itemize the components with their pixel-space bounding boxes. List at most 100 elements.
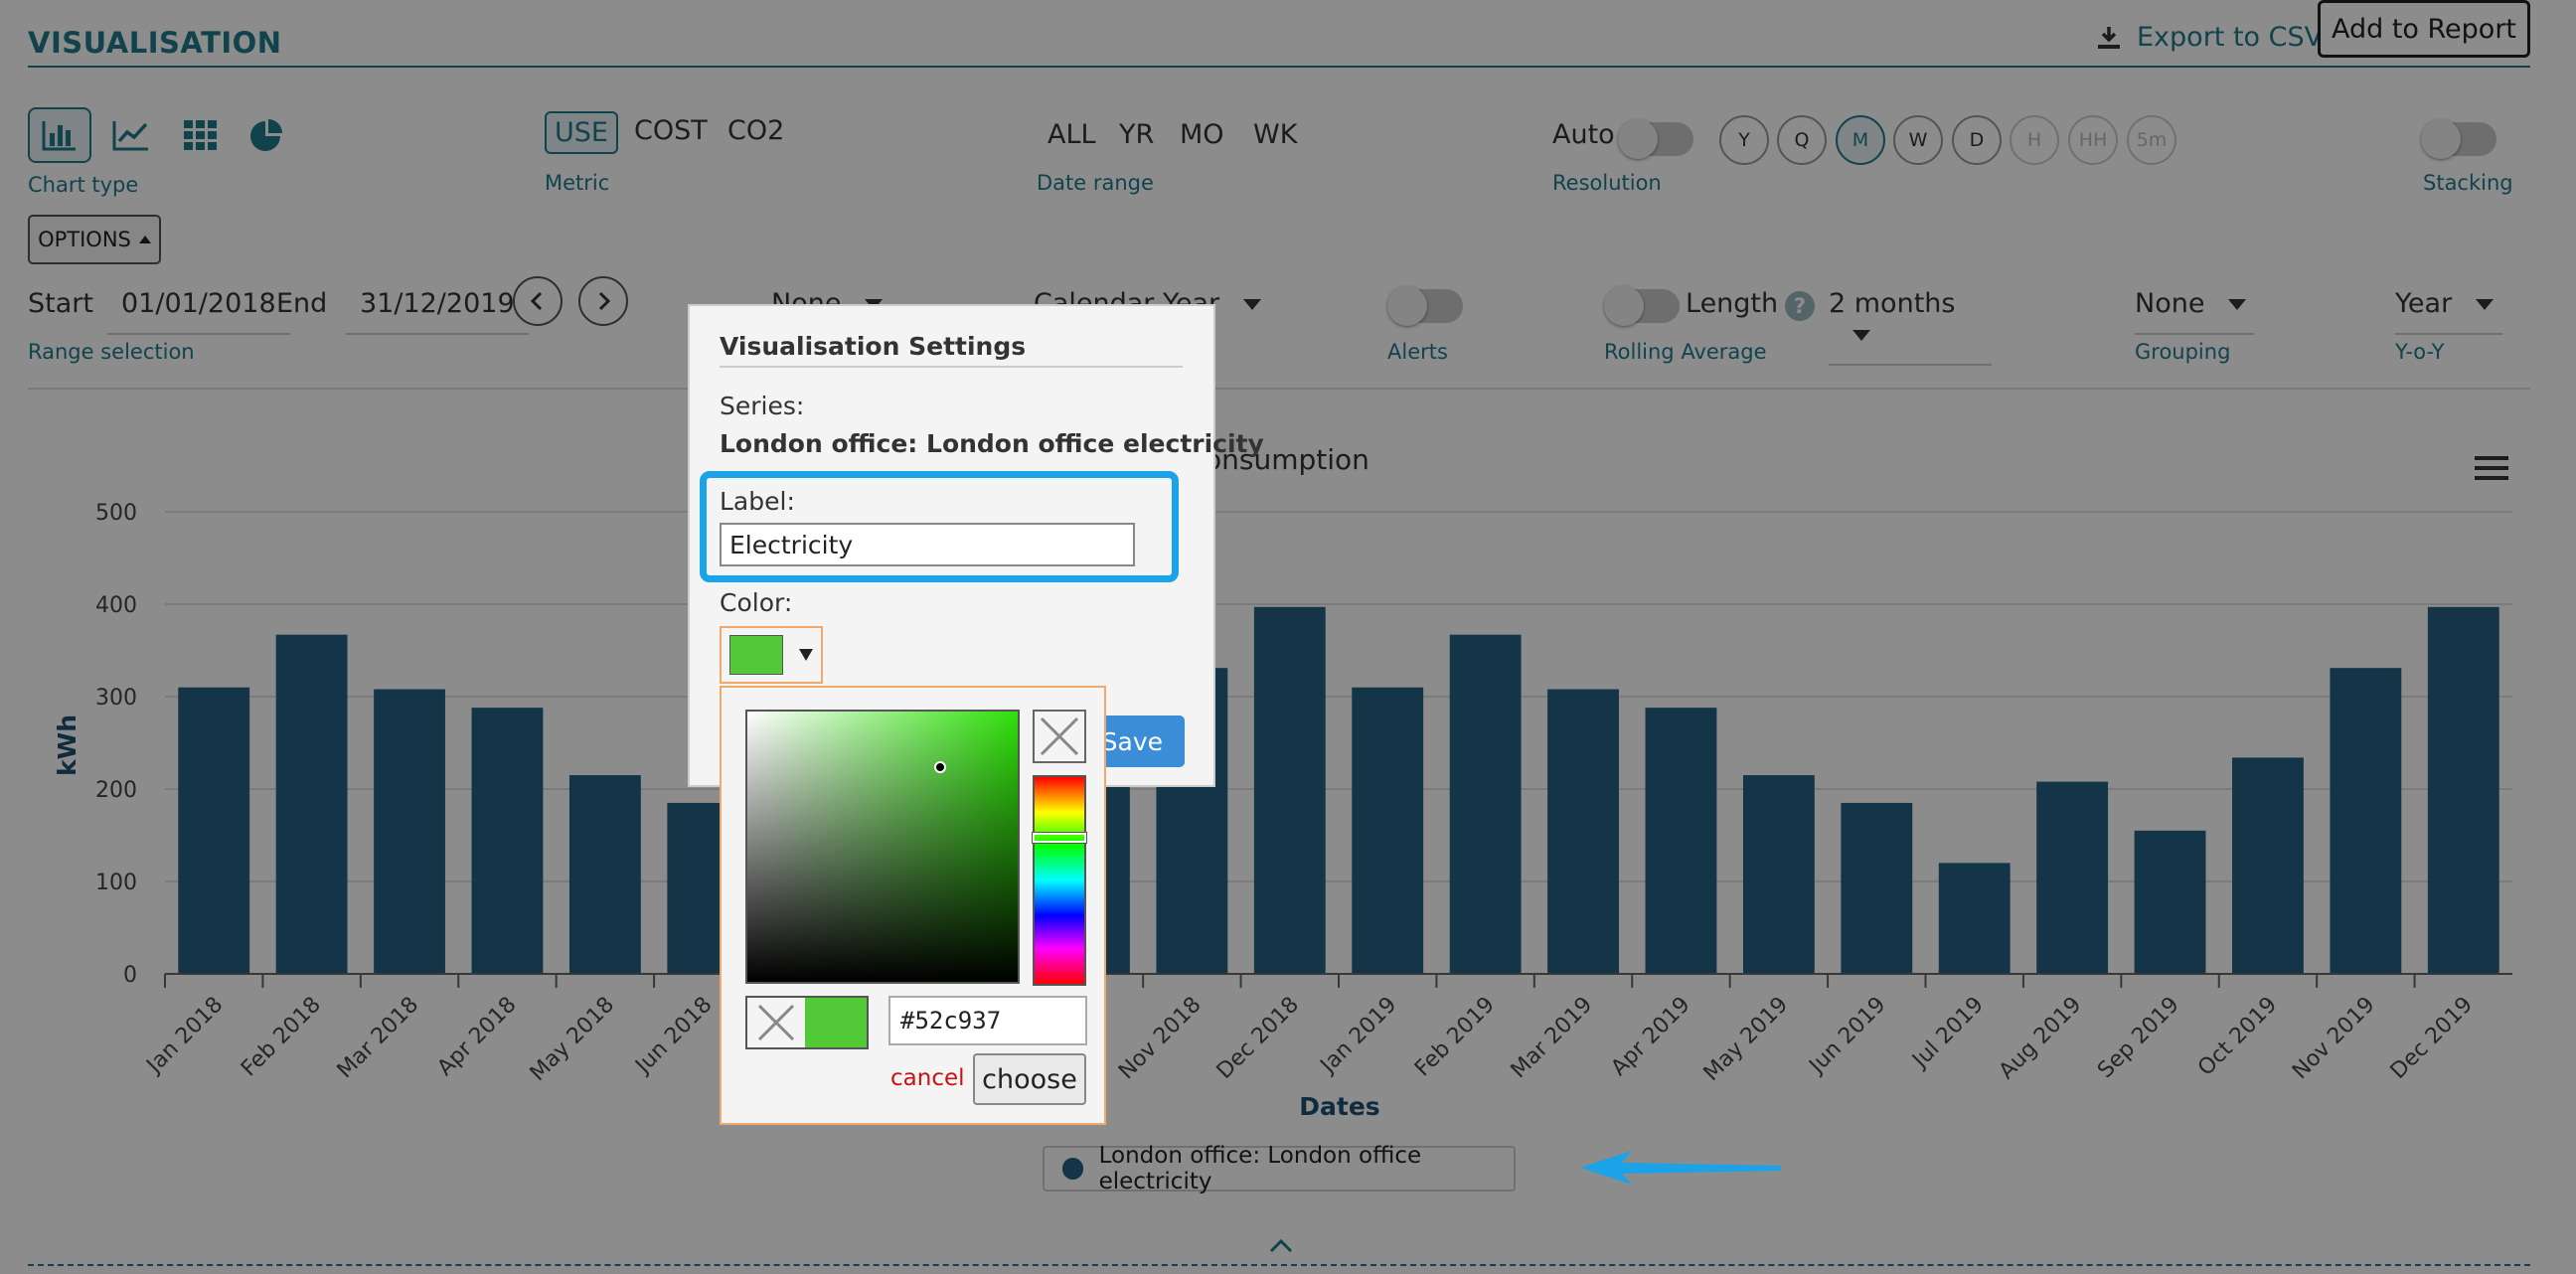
alerts-toggle[interactable] [1387, 286, 1463, 326]
bar[interactable] [374, 689, 445, 974]
metric-co2-button[interactable]: CO2 [727, 115, 785, 146]
color-picker-button[interactable] [720, 626, 823, 684]
caret-down-icon [2228, 299, 2247, 310]
toggle-knob [1387, 286, 1427, 326]
yoy-label: Y-o-Y [2395, 340, 2445, 364]
rolling-length-dropdown[interactable]: 2 months [1829, 288, 1992, 366]
export-csv-label: Export to CSV [2137, 22, 2324, 53]
bar[interactable] [1742, 775, 1815, 974]
color-cursor[interactable] [934, 761, 946, 773]
collapse-chevron-icon[interactable] [1268, 1238, 1294, 1254]
hex-color-input[interactable] [888, 996, 1087, 1045]
end-date-input[interactable]: 31/12/2019 [346, 288, 529, 335]
bar[interactable] [1841, 802, 1913, 974]
series-value: London office: London office electricity [720, 429, 1264, 458]
date-range-wk-button[interactable]: WK [1253, 119, 1298, 150]
resolution-m-button[interactable]: M [1836, 115, 1885, 165]
color-swatch [729, 635, 783, 675]
bar[interactable] [1645, 708, 1717, 974]
start-date-input[interactable]: 01/01/2018 [107, 288, 290, 335]
line-chart-icon [112, 121, 148, 151]
color-picker-popup: cancel choose [720, 686, 1106, 1125]
pie-chart-type-button[interactable] [235, 107, 298, 163]
yoy-dropdown[interactable]: Year [2395, 288, 2502, 335]
bar[interactable] [2036, 781, 2109, 974]
date-range-all-button[interactable]: ALL [1047, 119, 1096, 150]
date-range-yr-button[interactable]: YR [1119, 119, 1155, 150]
controls-divider [28, 388, 2530, 390]
heatmap-chart-type-button[interactable] [169, 107, 233, 163]
yoy-value: Year [2395, 288, 2453, 319]
resolution-hh-button[interactable]: HH [2068, 115, 2118, 165]
resolution-y-button[interactable]: Y [1719, 115, 1769, 165]
bar[interactable] [568, 775, 641, 974]
grouping-dropdown[interactable]: None [2135, 288, 2254, 335]
bar[interactable] [2330, 668, 2402, 974]
caret-down-icon [1852, 330, 1870, 341]
bar[interactable] [2427, 606, 2499, 974]
bar[interactable] [1938, 863, 2011, 974]
saturation-value-area[interactable] [745, 710, 1020, 984]
previous-range-button[interactable] [513, 276, 563, 326]
no-color-icon [757, 1004, 795, 1041]
download-icon [2098, 26, 2120, 49]
bar-chart-type-button[interactable] [28, 107, 91, 163]
legend-marker [1062, 1158, 1083, 1180]
label-input[interactable] [720, 523, 1135, 566]
bar[interactable] [275, 634, 348, 974]
stacking-toggle[interactable] [2421, 119, 2496, 159]
options-button-label: OPTIONS [38, 228, 131, 251]
series-label: Series: [720, 392, 805, 420]
line-chart-type-button[interactable] [99, 107, 163, 163]
bar[interactable] [2232, 757, 2304, 974]
choose-button[interactable]: choose [973, 1053, 1086, 1105]
hue-slider-handle[interactable] [1032, 832, 1087, 844]
metric-cost-button[interactable]: COST [634, 115, 708, 146]
alerts-label: Alerts [1387, 340, 1448, 364]
bar[interactable] [1352, 687, 1424, 974]
resolution-auto-label: Auto [1552, 119, 1615, 150]
options-button[interactable]: OPTIONS [28, 215, 161, 264]
bar[interactable] [1253, 606, 1326, 974]
chart-type-label: Chart type [28, 173, 139, 197]
caret-down-icon [2476, 299, 2495, 310]
start-label: Start [28, 288, 93, 319]
chart-title: onsumption [1205, 443, 1369, 476]
y-axis-label: kWh [53, 715, 81, 776]
y-tick-label: 200 [95, 778, 137, 803]
resolution-h-button[interactable]: H [2010, 115, 2059, 165]
bar[interactable] [1449, 634, 1522, 974]
bar[interactable] [2134, 830, 2206, 974]
cancel-link[interactable]: cancel [890, 1065, 965, 1091]
resolution-auto-toggle[interactable] [1618, 119, 1693, 159]
y-tick-label: 500 [95, 501, 137, 526]
chart-legend-item[interactable]: London office: London office electricity [1043, 1143, 1516, 1194]
export-csv-button[interactable]: Export to CSV [2095, 22, 2323, 53]
clear-color-button[interactable] [1033, 710, 1086, 763]
resolution-w-button[interactable]: W [1893, 115, 1943, 165]
metric-label: Metric [545, 171, 610, 195]
dialog-title: Visualisation Settings [720, 332, 1027, 361]
help-icon[interactable]: ? [1785, 291, 1815, 321]
metric-use-button[interactable]: USE [545, 111, 618, 154]
bar[interactable] [1547, 689, 1619, 974]
hue-slider[interactable] [1032, 775, 1087, 986]
next-range-button[interactable] [578, 276, 628, 326]
add-to-report-button[interactable]: Add to Report [2318, 0, 2530, 58]
pie-chart-icon [250, 119, 282, 151]
bar[interactable] [471, 708, 544, 974]
resolution-q-button[interactable]: Q [1777, 115, 1827, 165]
header-divider [28, 66, 2530, 68]
resolution-5m-button[interactable]: 5m [2127, 115, 2176, 165]
bar[interactable] [178, 687, 250, 974]
resolution-d-button[interactable]: D [1952, 115, 2002, 165]
visualisation-settings-dialog: Visualisation Settings Series: London of… [688, 304, 1264, 787]
y-tick-label: 300 [95, 686, 137, 711]
rolling-average-toggle[interactable] [1604, 286, 1680, 326]
caret-up-icon [138, 236, 151, 243]
date-range-mo-button[interactable]: MO [1180, 119, 1224, 150]
chart-menu-icon[interactable] [2475, 456, 2508, 480]
range-selection-label: Range selection [28, 340, 195, 364]
